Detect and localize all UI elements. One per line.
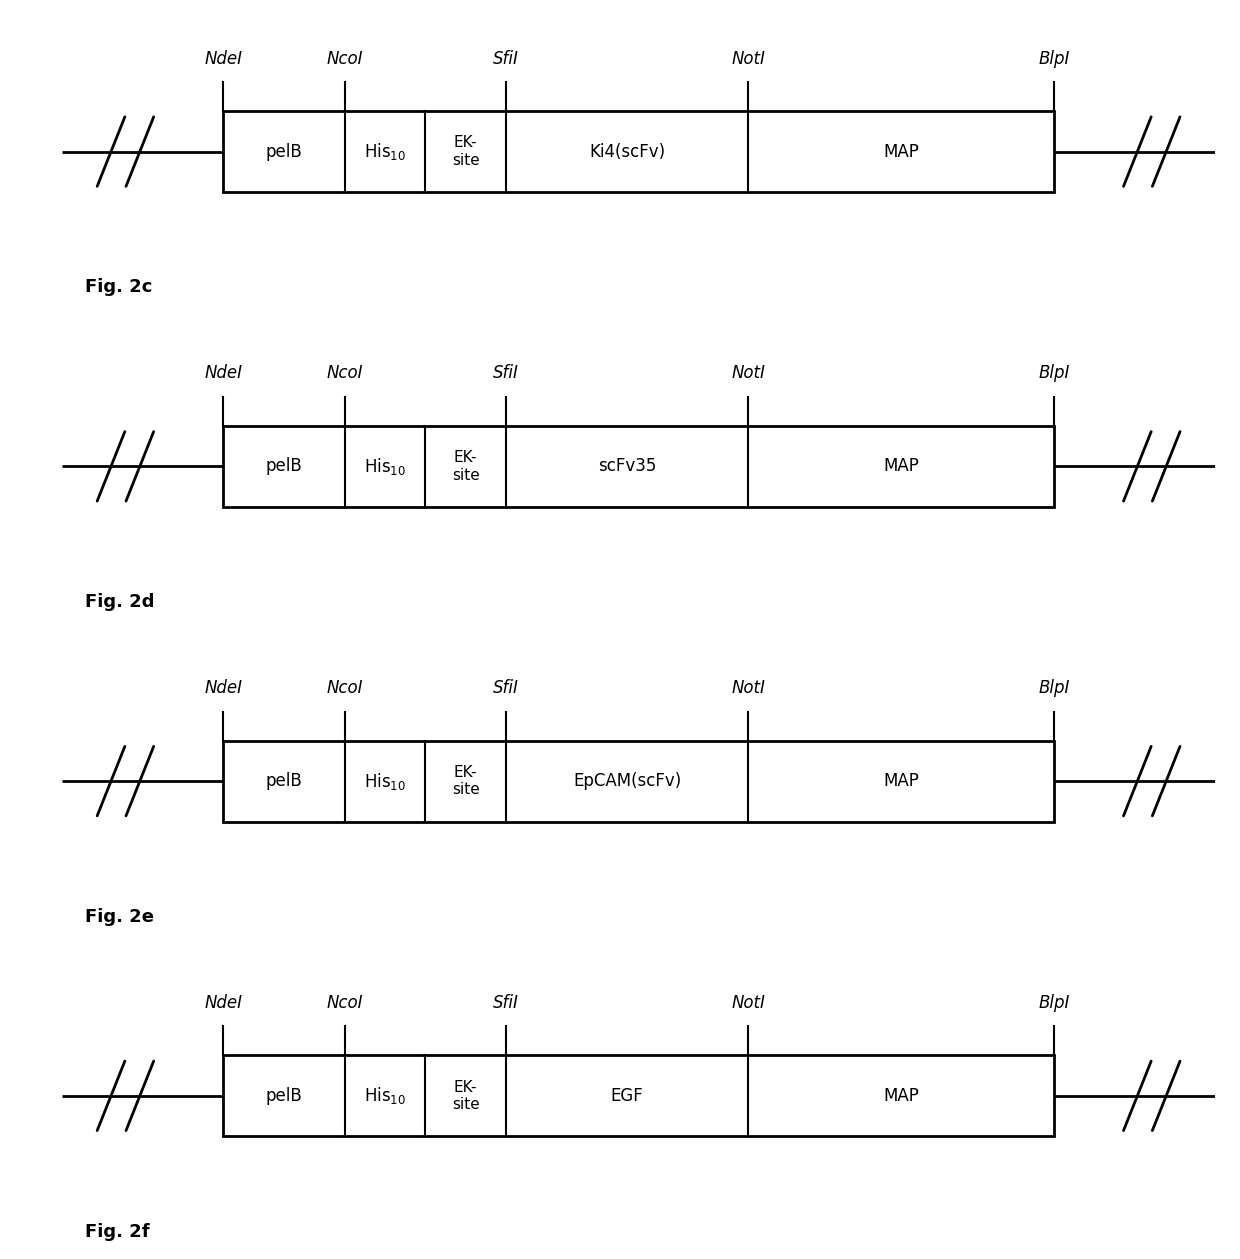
Text: EGF: EGF [610, 1087, 644, 1105]
Text: BlpI: BlpI [1038, 364, 1069, 383]
Bar [223, 426, 1054, 507]
Text: NotI: NotI [732, 49, 765, 68]
Text: SfiI: SfiI [494, 49, 518, 68]
Bar [223, 111, 1054, 193]
Text: NcoI: NcoI [326, 993, 363, 1012]
Text: SfiI: SfiI [494, 364, 518, 383]
Text: EpCAM(scFv): EpCAM(scFv) [573, 772, 681, 791]
Text: His$_{10}$: His$_{10}$ [363, 1085, 405, 1107]
Text: NcoI: NcoI [326, 49, 363, 68]
Text: MAP: MAP [883, 772, 919, 791]
Text: BlpI: BlpI [1038, 49, 1069, 68]
Text: EK-
site: EK- site [451, 136, 480, 167]
Text: EK-
site: EK- site [451, 1080, 480, 1112]
Text: pelB: pelB [265, 772, 303, 791]
Text: SfiI: SfiI [494, 679, 518, 697]
Text: Fig. 2c: Fig. 2c [86, 278, 153, 296]
Text: EK-
site: EK- site [451, 451, 480, 482]
Text: His$_{10}$: His$_{10}$ [363, 141, 405, 162]
Text: Fig. 2e: Fig. 2e [86, 908, 154, 925]
Text: His$_{10}$: His$_{10}$ [363, 456, 405, 477]
Text: NdeI: NdeI [205, 679, 243, 697]
Bar [223, 740, 1054, 822]
Text: Ki4(scFv): Ki4(scFv) [589, 142, 665, 161]
Text: pelB: pelB [265, 1087, 303, 1105]
Text: NcoI: NcoI [326, 679, 363, 697]
Text: MAP: MAP [883, 142, 919, 161]
Text: BlpI: BlpI [1038, 993, 1069, 1012]
Text: His$_{10}$: His$_{10}$ [363, 771, 405, 792]
Bar [223, 1055, 1054, 1137]
Text: NotI: NotI [732, 993, 765, 1012]
Text: EK-
site: EK- site [451, 765, 480, 797]
Text: MAP: MAP [883, 457, 919, 476]
Text: NcoI: NcoI [326, 364, 363, 383]
Text: Fig. 2d: Fig. 2d [86, 593, 155, 611]
Text: scFv35: scFv35 [598, 457, 656, 476]
Text: Fig. 2f: Fig. 2f [86, 1222, 150, 1240]
Text: NotI: NotI [732, 679, 765, 697]
Text: NotI: NotI [732, 364, 765, 383]
Text: pelB: pelB [265, 457, 303, 476]
Text: NdeI: NdeI [205, 49, 243, 68]
Text: MAP: MAP [883, 1087, 919, 1105]
Text: NdeI: NdeI [205, 364, 243, 383]
Text: BlpI: BlpI [1038, 679, 1069, 697]
Text: SfiI: SfiI [494, 993, 518, 1012]
Text: NdeI: NdeI [205, 993, 243, 1012]
Text: pelB: pelB [265, 142, 303, 161]
